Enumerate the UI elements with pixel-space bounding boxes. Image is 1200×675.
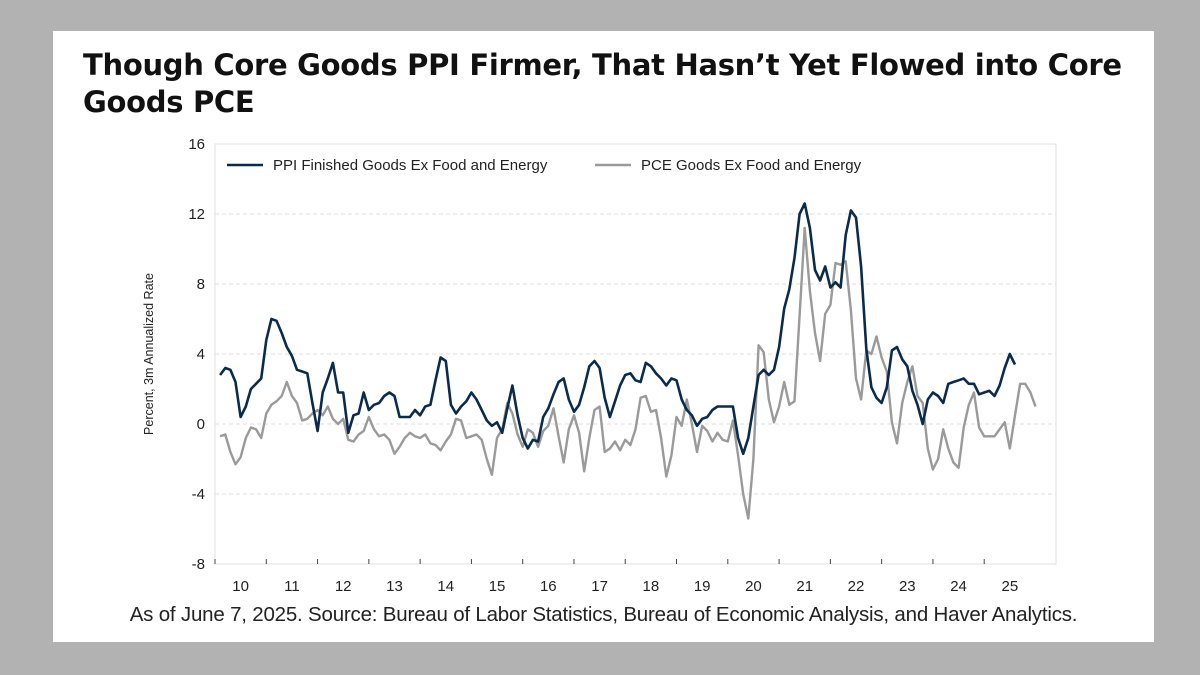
x-tick-label: 25 <box>1002 578 1019 591</box>
ppi-series-line <box>219 202 1017 456</box>
x-tick-label: 21 <box>796 578 813 591</box>
x-tick-label: 15 <box>489 578 506 591</box>
x-tick-label: 20 <box>745 578 762 591</box>
y-axis-title: Percent, 3m Annualized Rate <box>142 273 156 435</box>
y-tick-label: 8 <box>197 276 205 293</box>
x-tick-label: 11 <box>284 578 300 591</box>
x-tick-label: 14 <box>437 578 454 591</box>
series-lines <box>219 202 1037 520</box>
y-axis: 16 12 8 4 0 -4 -8 <box>188 136 205 573</box>
y-tick-label: -4 <box>192 486 205 503</box>
chart-card: Though Core Goods PPI Firmer, That Hasn’… <box>53 31 1154 642</box>
x-tick-label: 24 <box>950 578 967 591</box>
legend-label: PCE Goods Ex Food and Energy <box>641 157 862 174</box>
x-axis: 10 11 12 13 14 15 16 17 18 19 20 21 22 23 24 25 <box>214 559 1019 591</box>
x-tick-label: 12 <box>335 578 352 591</box>
x-tick-label: 17 <box>591 578 608 591</box>
line-chart: 10 11 12 13 14 15 16 17 18 19 20 21 22 23 24 25 16 12 8 4 0… <box>142 136 1057 591</box>
chart-title: Though Core Goods PPI Firmer, That Hasn’… <box>83 48 1122 119</box>
y-tick-label: 12 <box>188 206 205 223</box>
x-tick-label: 10 <box>232 578 249 591</box>
source-note: As of June 7, 2025. Source: Bureau of La… <box>129 603 1078 626</box>
pce-series-line <box>219 226 1037 520</box>
legend-label: PPI Finished Goods Ex Food and Energy <box>273 157 548 174</box>
y-tick-label: -8 <box>192 556 205 573</box>
x-tick-label: 22 <box>848 578 865 591</box>
y-tick-label: 16 <box>188 136 205 153</box>
y-tick-label: 4 <box>197 346 205 363</box>
x-tick-label: 19 <box>694 578 711 591</box>
x-tick-label: 16 <box>540 578 557 591</box>
x-tick-label: 18 <box>643 578 660 591</box>
x-tick-label: 13 <box>386 578 403 591</box>
x-tick-label: 23 <box>899 578 916 591</box>
y-tick-label: 0 <box>197 416 205 433</box>
legend: PPI Finished Goods Ex Food and Energy PCE… <box>227 157 862 174</box>
